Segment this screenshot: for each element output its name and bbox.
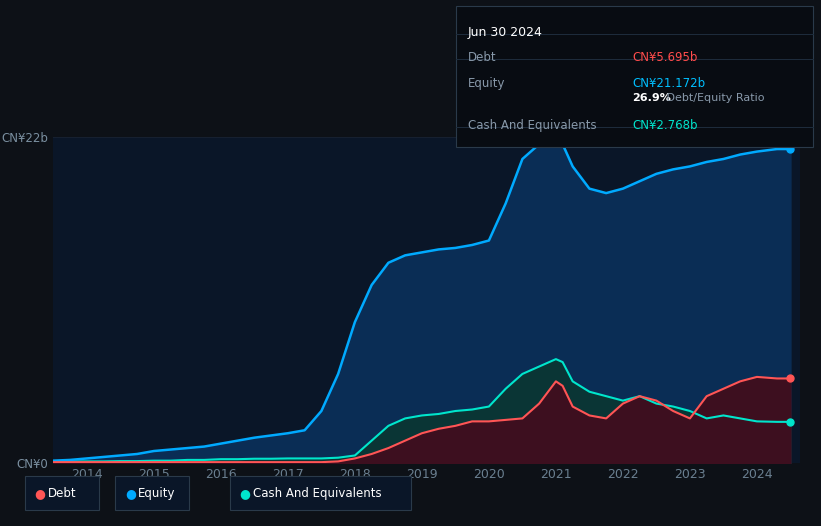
Text: 26.9%: 26.9% xyxy=(632,93,671,103)
Text: ●: ● xyxy=(125,487,135,500)
Text: Cash And Equivalents: Cash And Equivalents xyxy=(253,487,382,500)
Text: Equity: Equity xyxy=(138,487,176,500)
Text: Equity: Equity xyxy=(468,77,506,90)
Text: Jun 30 2024: Jun 30 2024 xyxy=(468,26,543,39)
Text: Debt: Debt xyxy=(48,487,76,500)
Text: CN¥2.768b: CN¥2.768b xyxy=(632,119,698,133)
Text: CN¥21.172b: CN¥21.172b xyxy=(632,77,705,90)
Text: Debt/Equity Ratio: Debt/Equity Ratio xyxy=(663,93,765,103)
Text: Cash And Equivalents: Cash And Equivalents xyxy=(468,119,597,133)
Text: ●: ● xyxy=(34,487,45,500)
Text: ●: ● xyxy=(240,487,250,500)
Text: Debt: Debt xyxy=(468,51,497,64)
Text: CN¥5.695b: CN¥5.695b xyxy=(632,51,698,64)
